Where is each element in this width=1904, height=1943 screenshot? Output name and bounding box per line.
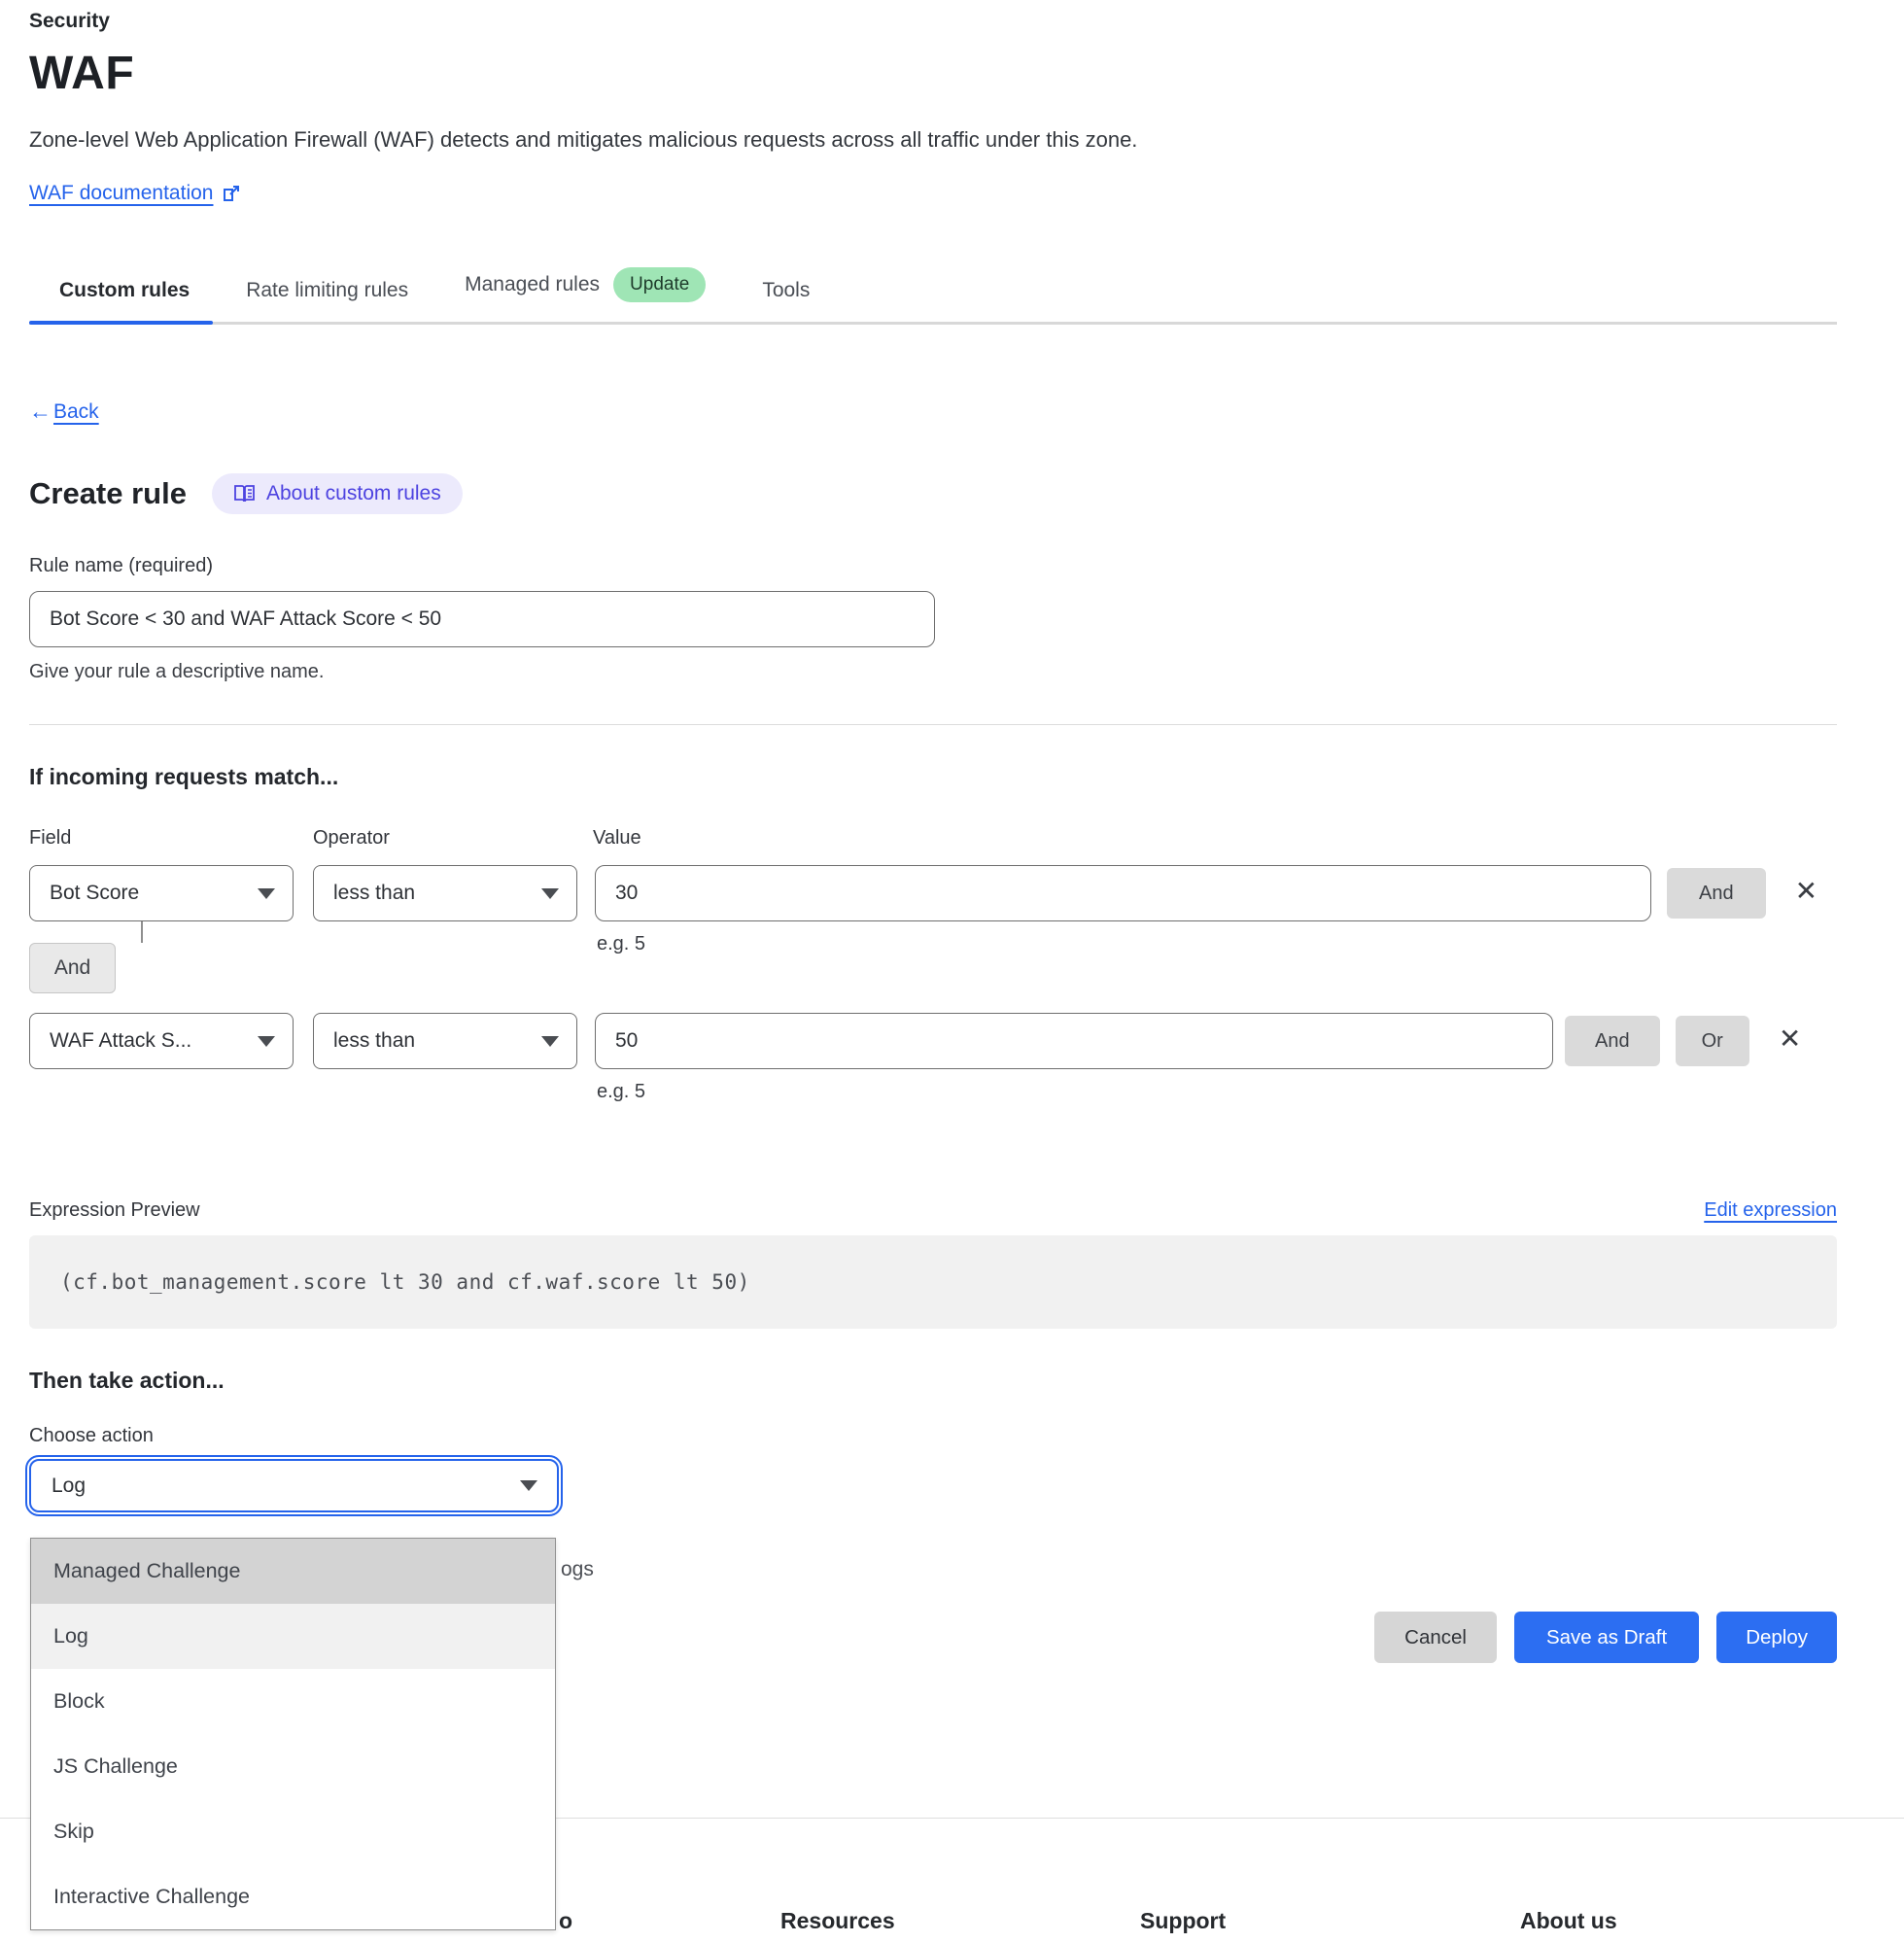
page-title: WAF bbox=[29, 48, 135, 99]
save-as-draft-button[interactable]: Save as Draft bbox=[1513, 1612, 1700, 1663]
condition-connector-line bbox=[141, 921, 143, 943]
operator-select-row2[interactable]: less than bbox=[313, 1013, 577, 1069]
match-row: WAF Attack S... less than e.g. 5 And Or … bbox=[29, 1013, 1837, 1102]
value-input-row2[interactable] bbox=[595, 1013, 1553, 1069]
chevron-down-icon bbox=[258, 887, 275, 899]
back-link[interactable]: Back bbox=[53, 399, 99, 423]
deploy-button[interactable]: Deploy bbox=[1716, 1612, 1837, 1663]
page-description: Zone-level Web Application Firewall (WAF… bbox=[29, 127, 1138, 152]
waf-documentation-link-label: WAF documentation bbox=[29, 182, 214, 204]
match-row: Bot Score less than e.g. 5 And ✕ bbox=[29, 865, 1837, 954]
field-column-label: Field bbox=[29, 827, 72, 849]
operator-column-label: Operator bbox=[313, 827, 390, 849]
tab-managed-rules-label: Managed rules bbox=[465, 273, 601, 295]
back-arrow-icon: ← bbox=[29, 399, 52, 424]
tab-tools-label: Tools bbox=[762, 279, 811, 301]
rule-name-input[interactable] bbox=[29, 591, 935, 647]
rule-name-label: Rule name (required) bbox=[29, 555, 213, 576]
action-option-js-challenge[interactable]: JS Challenge bbox=[53, 1754, 178, 1778]
field-select-row1[interactable]: Bot Score bbox=[29, 865, 294, 921]
action-option-log[interactable]: Log bbox=[31, 1604, 555, 1669]
chevron-down-icon bbox=[541, 887, 559, 899]
about-custom-rules-label: About custom rules bbox=[265, 482, 441, 504]
value-hint-row2: e.g. 5 bbox=[597, 1081, 646, 1102]
tab-custom-rules-label: Custom rules bbox=[59, 279, 190, 301]
operator-select-row1[interactable]: less than bbox=[313, 865, 577, 921]
waf-page: Security WAF Zone-level Web Application … bbox=[25, 10, 1837, 1663]
edit-expression-link[interactable]: Edit expression bbox=[1704, 1199, 1837, 1221]
close-icon[interactable]: ✕ bbox=[1778, 1024, 1802, 1054]
expression-preview-box: (cf.bot_management.score lt 30 and cf.wa… bbox=[29, 1235, 1837, 1329]
action-section-heading: Then take action... bbox=[29, 1368, 225, 1393]
value-column-label: Value bbox=[593, 827, 641, 849]
tab-rate-limiting-rules-label: Rate limiting rules bbox=[246, 279, 409, 301]
choose-action-selected-value: Log bbox=[52, 1474, 87, 1497]
and-join-chip: And bbox=[29, 943, 116, 993]
operator-select-row1-value: less than bbox=[333, 882, 416, 904]
external-link-icon bbox=[222, 184, 241, 203]
update-badge: Update bbox=[613, 267, 707, 302]
expression-code: (cf.bot_management.score lt 30 and cf.wa… bbox=[60, 1270, 750, 1294]
field-select-row1-value: Bot Score bbox=[50, 882, 140, 904]
book-icon bbox=[233, 484, 256, 503]
operator-select-row2-value: less than bbox=[333, 1029, 416, 1052]
choose-action-dropdown: Managed Challenge Log Block JS Challenge… bbox=[30, 1538, 556, 1930]
chevron-down-icon bbox=[541, 1035, 559, 1047]
value-input-row1[interactable] bbox=[595, 865, 1651, 921]
waf-documentation-link[interactable]: WAF documentation bbox=[29, 182, 241, 205]
section-divider bbox=[29, 724, 1837, 725]
footer-column-resources[interactable]: Resources bbox=[780, 1908, 895, 1933]
create-rule-heading: Create rule bbox=[29, 476, 187, 510]
footer-column-about-us[interactable]: About us bbox=[1520, 1908, 1617, 1933]
add-and-condition-button-row2[interactable]: And bbox=[1565, 1016, 1660, 1066]
action-option-interactive-challenge[interactable]: Interactive Challenge bbox=[53, 1885, 250, 1908]
field-select-row2[interactable]: WAF Attack S... bbox=[29, 1013, 294, 1069]
tab-tools[interactable]: Tools bbox=[739, 279, 833, 322]
expression-preview-label: Expression Preview bbox=[29, 1199, 200, 1221]
tab-managed-rules[interactable]: Managed rules Update bbox=[441, 267, 729, 322]
value-hint-row1: e.g. 5 bbox=[597, 933, 646, 954]
field-select-row2-value: WAF Attack S... bbox=[50, 1029, 192, 1052]
match-section-heading: If incoming requests match... bbox=[29, 764, 339, 789]
add-or-condition-button-row2[interactable]: Or bbox=[1675, 1016, 1749, 1066]
section-eyebrow: Security bbox=[29, 10, 110, 32]
chevron-down-icon bbox=[258, 1035, 275, 1047]
action-option-skip[interactable]: Skip bbox=[53, 1820, 94, 1843]
add-and-condition-button-row1[interactable]: And bbox=[1667, 868, 1766, 919]
action-helper-text-fragment: ogs bbox=[561, 1558, 594, 1580]
footer-column-support[interactable]: Support bbox=[1140, 1908, 1227, 1933]
footer-divider bbox=[0, 1818, 1904, 1819]
about-custom-rules-badge[interactable]: About custom rules bbox=[211, 473, 463, 514]
action-option-block[interactable]: Block bbox=[53, 1689, 105, 1713]
action-option-managed-challenge[interactable]: Managed Challenge bbox=[31, 1539, 555, 1604]
close-icon[interactable]: ✕ bbox=[1794, 876, 1818, 906]
tab-bar: Custom rules Rate limiting rules Managed… bbox=[29, 267, 1837, 325]
chevron-down-icon bbox=[520, 1480, 537, 1491]
choose-action-label: Choose action bbox=[29, 1425, 154, 1446]
choose-action-select[interactable]: Log bbox=[25, 1455, 563, 1516]
tab-custom-rules[interactable]: Custom rules bbox=[29, 279, 214, 325]
cancel-button[interactable]: Cancel bbox=[1374, 1612, 1497, 1663]
tab-rate-limiting-rules[interactable]: Rate limiting rules bbox=[223, 279, 432, 322]
rule-name-helper: Give your rule a descriptive name. bbox=[29, 661, 325, 682]
footer-column-heading-partial: o bbox=[559, 1908, 573, 1933]
